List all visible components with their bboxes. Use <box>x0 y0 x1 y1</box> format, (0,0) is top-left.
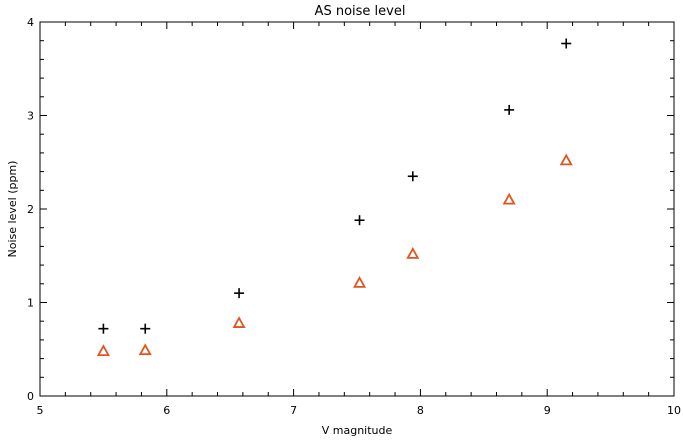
plot-frame <box>39 21 675 397</box>
y-tick-labels: 0 1 2 3 4 <box>27 16 34 403</box>
plus-marker-point <box>561 38 572 49</box>
axis-ticks <box>39 21 675 397</box>
triangle-marker-point <box>559 153 573 166</box>
y-tick-label: 2 <box>27 203 34 216</box>
y-tick-label: 0 <box>27 390 34 403</box>
x-tick-label: 9 <box>544 404 551 417</box>
triangle-marker-point <box>232 316 246 328</box>
triangle-marker-point <box>353 276 367 288</box>
y-tick-label: 4 <box>27 16 34 29</box>
x-tick-label: 7 <box>290 404 297 417</box>
plus-marker-point <box>354 215 365 226</box>
y-tick-label: 3 <box>27 110 34 123</box>
plus-marker-point <box>98 323 109 334</box>
triangle-marker-point <box>502 192 516 205</box>
triangle-marker-point <box>406 247 420 259</box>
y-tick-label: 1 <box>27 297 34 310</box>
x-tick-label: 5 <box>37 404 44 417</box>
plus-marker-point <box>504 104 515 115</box>
plus-marker-point <box>140 323 151 334</box>
y-axis-label: Noise level (ppm) <box>6 161 19 258</box>
chart-title: AS noise level <box>315 4 406 19</box>
x-tick-labels: 5 6 7 8 9 10 <box>37 404 682 417</box>
data-points <box>96 38 573 357</box>
plus-marker-point <box>234 288 245 299</box>
plus-marker-point <box>407 171 418 182</box>
x-tick-label: 8 <box>417 404 424 417</box>
triangle-marker-point <box>138 343 152 356</box>
x-tick-label: 10 <box>667 404 681 417</box>
x-tick-label: 6 <box>163 404 170 417</box>
triangle-marker-point <box>96 344 110 357</box>
x-axis-label: V magnitude <box>322 424 393 437</box>
